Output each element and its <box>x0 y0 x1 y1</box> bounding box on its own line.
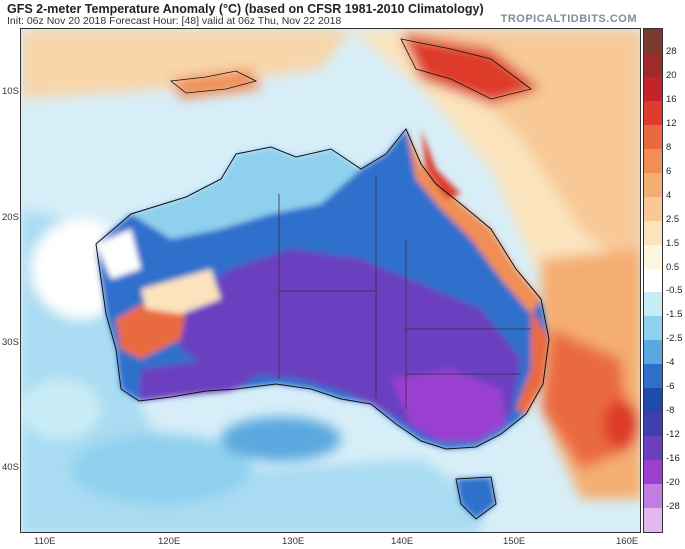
colorbar-segment <box>644 484 662 509</box>
colorbar-label: -28 <box>666 501 680 513</box>
colorbar-label: 1.5 <box>666 237 680 249</box>
colorbar-label: -6 <box>666 381 675 393</box>
lat-label-10s: 10S <box>2 86 19 97</box>
lon-label-140e: 140E <box>391 536 414 547</box>
colorbar-segment <box>644 436 662 461</box>
lat-label-20s: 20S <box>2 212 19 223</box>
colorbar-segment <box>644 316 662 341</box>
colorbar-label: -20 <box>666 477 680 489</box>
colorbar-label: -1.5 <box>666 309 683 321</box>
map-subtitle: Init: 06z Nov 20 2018 Forecast Hour: [48… <box>7 15 342 27</box>
colorbar-label: 8 <box>666 141 672 153</box>
lon-label-110e: 110E <box>34 536 56 547</box>
colorbar-label: 28 <box>666 45 677 57</box>
lon-label-150e: 150E <box>503 536 526 547</box>
colorbar-label: 6 <box>666 165 672 177</box>
lon-label-130e: 130E <box>282 536 305 547</box>
colorbar-label: 4 <box>666 189 672 201</box>
colorbar-label: 16 <box>666 93 677 105</box>
lon-label-120e: 120E <box>158 536 181 547</box>
colorbar-label: 2.5 <box>666 213 680 225</box>
colorbar-segment <box>644 76 662 102</box>
colorbar-segment <box>644 388 662 413</box>
colorbar-label: -4 <box>666 357 675 369</box>
colorbar-label: 12 <box>666 117 677 129</box>
colorbar-segment <box>644 460 662 485</box>
colorbar-label: -2.5 <box>666 333 683 345</box>
map-title: GFS 2-meter Temperature Anomaly (°C) (ba… <box>7 2 484 16</box>
colorbar-segment <box>644 268 662 293</box>
colorbar-segment <box>644 412 662 437</box>
colorbar-segment <box>644 508 662 533</box>
brand-watermark: TROPICALTIDBITS.COM <box>500 13 637 25</box>
colorbar-label: -8 <box>666 405 675 417</box>
colorbar-segment <box>644 220 662 246</box>
colorbar-label: -0.5 <box>666 285 683 297</box>
lat-label-40s: 40S <box>2 462 19 473</box>
colorbar-segment <box>644 52 662 78</box>
anomaly-map <box>20 28 641 533</box>
lon-label-160e: 160E <box>616 536 639 547</box>
colorbar-segment <box>644 29 662 54</box>
colorbar-label: -12 <box>666 429 680 441</box>
colorbar <box>643 28 663 533</box>
colorbar-segment <box>644 196 662 222</box>
colorbar-segment <box>644 244 662 269</box>
colorbar-segment <box>644 364 662 389</box>
colorbar-segment <box>644 172 662 198</box>
colorbar-segment <box>644 124 662 150</box>
colorbar-label: 0.5 <box>666 261 680 273</box>
colorbar-segment <box>644 100 662 126</box>
colorbar-segment <box>644 148 662 174</box>
colorbar-segment <box>644 292 662 317</box>
colorbar-segment <box>644 340 662 365</box>
map-canvas <box>21 29 640 532</box>
colorbar-label: -16 <box>666 453 680 465</box>
colorbar-label: 20 <box>666 69 677 81</box>
lat-label-30s: 30S <box>2 337 19 348</box>
